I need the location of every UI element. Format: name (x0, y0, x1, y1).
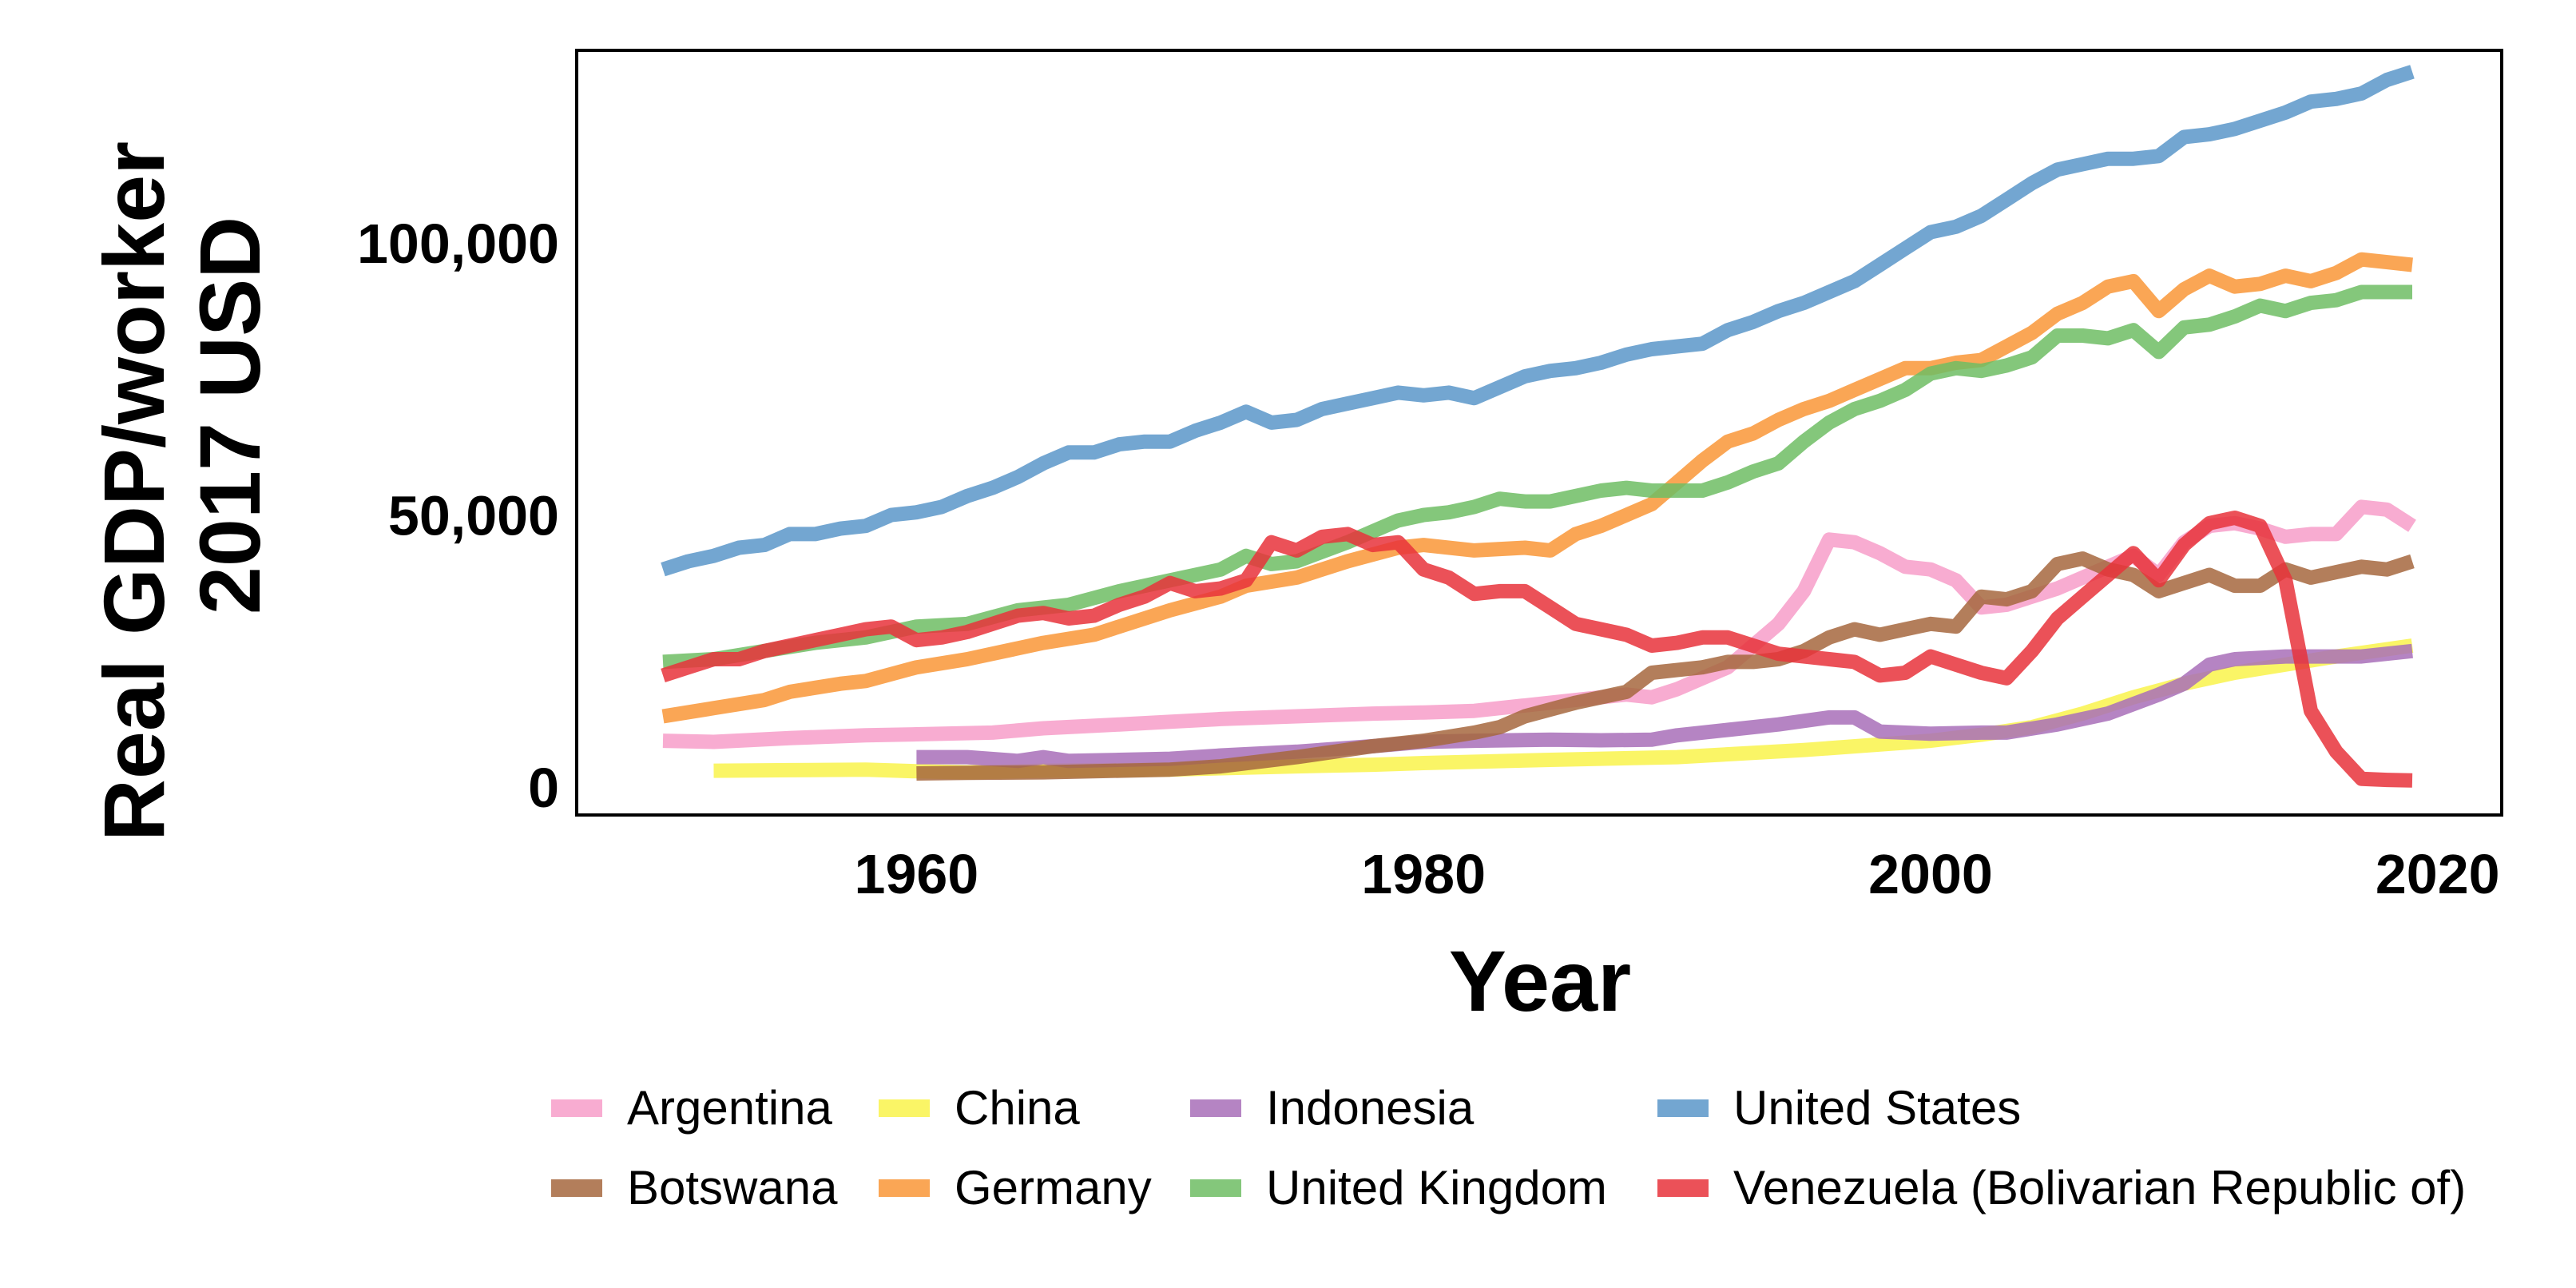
series-line-indonesia (916, 643, 2413, 769)
legend-swatch-united-states (1657, 1099, 1709, 1117)
legend-swatch-indonesia (1190, 1099, 1241, 1117)
plot-frame (575, 49, 2503, 817)
y-axis-title-line-1: Real GDP/worker (85, 141, 182, 841)
legend: Argentina China Indonesia United States Bots… (551, 1081, 2466, 1214)
legend-label-argentina: Argentina (627, 1081, 832, 1135)
legend-label-indonesia: Indonesia (1266, 1081, 1475, 1135)
y-tick-label: 50,000 (388, 485, 559, 547)
series-line-germany (661, 252, 2413, 724)
x-tick-label: 2000 (1868, 843, 1993, 905)
legend-swatch-botswana (551, 1179, 602, 1197)
legend-label-germany: Germany (955, 1161, 1152, 1214)
y-axis-title: Real GDP/worker 2017 USD (85, 117, 278, 841)
legend-swatch-germany (879, 1179, 930, 1197)
series-line-united-kingdom (662, 284, 2412, 670)
legend-swatch-venezuela-bolivarian-republic-of (1657, 1179, 1709, 1197)
legend-swatch-united-kingdom (1190, 1179, 1241, 1197)
y-tick-label: 0 (528, 757, 559, 819)
x-axis-title: Year (1449, 932, 1631, 1029)
series-line-venezuela-bolivarian-republic-of (661, 511, 2413, 788)
y-axis-ticks: 0 50,000 100,000 (357, 213, 559, 819)
y-tick-label: 100,000 (357, 213, 559, 275)
series-line-botswana (916, 551, 2415, 781)
legend-swatch-china (879, 1099, 930, 1117)
x-tick-label: 1980 (1361, 843, 1486, 905)
y-axis-title-line-2: 2017 USD (181, 217, 278, 614)
legend-label-china: China (955, 1081, 1080, 1135)
x-axis-ticks: 1960 1980 2000 2020 (855, 843, 2500, 905)
legend-swatch-argentina (551, 1099, 602, 1117)
legend-label-united-states: United States (1733, 1081, 2021, 1135)
legend-label-botswana: Botswana (627, 1161, 838, 1214)
legend-label-venezuela-bolivarian-republic-of: Venezuela (Bolivarian Republic of) (1733, 1161, 2466, 1214)
series-line-united-states (661, 65, 2415, 577)
x-tick-label: 2020 (2376, 843, 2500, 905)
x-tick-label: 1960 (855, 843, 979, 905)
series-lines (661, 65, 2416, 788)
legend-label-united-kingdom: United Kingdom (1266, 1161, 1607, 1214)
